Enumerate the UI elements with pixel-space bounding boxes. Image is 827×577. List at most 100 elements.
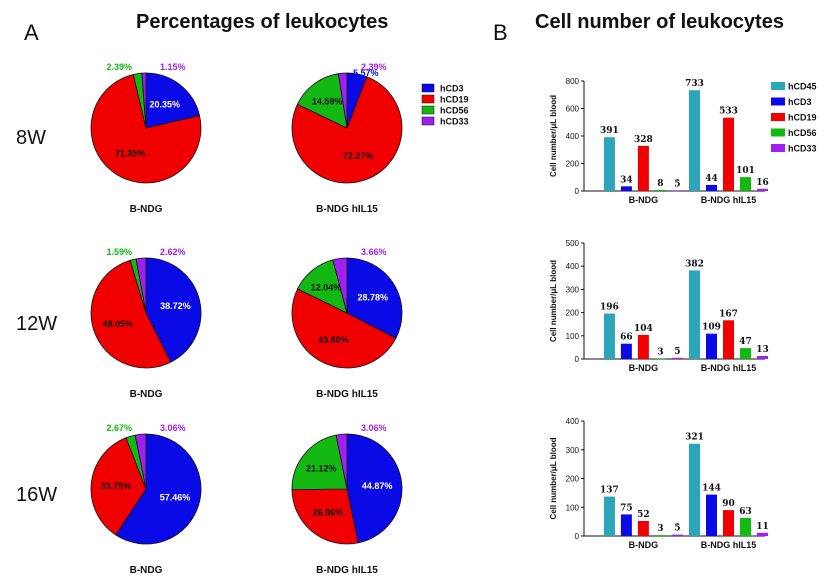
pie-label-hcd56: 12.04%: [311, 283, 342, 293]
bar-label-hcd33-b-ndg: 5: [674, 524, 680, 534]
bar-hcd33-b-ndg: [671, 190, 683, 192]
bar-label-hcd45-b-ndg-hil15: 321: [685, 433, 704, 443]
y-tick-label: 200: [566, 475, 580, 484]
pie-slice-hcd3: [115, 433, 202, 545]
row-label-16w: 16W: [16, 484, 57, 506]
row-label-8w: 8W: [16, 127, 46, 149]
legend-b-swatch-hcd19: [771, 113, 785, 121]
pie-slice-hcd3: [145, 72, 201, 129]
pie-label-hcd3: 28.78%: [358, 292, 389, 302]
legend-b: hCD45 hCD3 hCD19 hCD56 hCD33: [771, 82, 817, 154]
bar-hcd33-b-ndg-hil15: [757, 532, 768, 536]
bar-label-hcd56-b-ndg-hil15: 101: [736, 166, 755, 176]
bar-label-hcd45-b-ndg-hil15: 733: [685, 79, 704, 89]
pie-label-hcd19: 72.27%: [343, 151, 374, 161]
pie-label-hcd56: 1.59%: [106, 247, 132, 257]
pie-charts: 20.35% 71.35% 2.39% 1.15% B-NDG 5.57% 72.27% 14…: [90, 62, 403, 576]
pie-label-hcd33: 1.15%: [160, 62, 186, 72]
pie-label-hcd3: 20.35%: [150, 99, 181, 109]
bar-hcd3-b-ndg-hil15: [706, 333, 717, 359]
pie-label-hcd56: 2.67%: [106, 423, 132, 433]
pie-slice-hcd33: [335, 433, 348, 490]
pie-label-hcd3: 38.72%: [160, 301, 191, 311]
bar-hcd19-b-ndg-hil15: [723, 320, 734, 359]
bar-hcd56-b-ndg: [654, 358, 666, 360]
bar-label-hcd56-b-ndg-hil15: 63: [739, 507, 752, 517]
legend-b-swatch-hcd45: [771, 82, 785, 90]
y-axis-label: Cell number/μL blood: [549, 260, 558, 342]
y-tick-label: 0: [575, 187, 580, 196]
bar-hcd45-b-ndg-hil15: [689, 443, 700, 536]
bar-hcd45-b-ndg: [603, 496, 615, 536]
legend-b-label-hcd56: hCD56: [788, 128, 817, 138]
bar-hcd19-b-ndg-hil15: [723, 117, 734, 191]
bar-hcd33-b-ndg: [671, 357, 683, 359]
pie-slice-hcd3: [145, 257, 202, 363]
pie-label-hcd56: 14.59%: [312, 97, 343, 107]
pie-label-hcd19: 48.05%: [103, 319, 134, 329]
bar-hcd45-b-ndg: [603, 137, 615, 191]
bar-hcd19-b-ndg-hil15: [723, 510, 734, 536]
pie-slice-hcd3: [346, 257, 403, 339]
row-label-12w: 12W: [16, 313, 57, 335]
legend-label-hcd3: hCD3: [440, 84, 464, 94]
legend-label-hcd19: hCD19: [440, 95, 469, 105]
bar-hcd19-b-ndg: [637, 521, 649, 536]
legend-label-hcd56: hCD56: [440, 106, 469, 116]
bar-label-hcd56-b-ndg: 8: [657, 179, 663, 189]
bar-hcd45-b-ndg-hil15: [689, 90, 700, 191]
y-tick-label: 400: [566, 132, 580, 141]
bar-label-hcd45-b-ndg: 196: [600, 303, 619, 313]
bar-hcd19-b-ndg: [637, 334, 649, 359]
pie-slice-hcd33: [332, 257, 348, 314]
x-category-label: B-NDG hIL15: [701, 540, 757, 550]
legend-b-label-hcd45: hCD45: [788, 82, 817, 92]
bar-label-hcd3-b-ndg-hil15: 144: [702, 484, 721, 494]
pie-caption: B-NDG: [130, 204, 163, 215]
pie-8w-b-ndg: 20.35% 71.35% 2.39% 1.15% B-NDG: [90, 62, 202, 215]
pie-slice-hcd19: [90, 74, 202, 184]
bar-hcd33-b-ndg: [671, 534, 683, 536]
bar-hcd3-b-ndg: [620, 343, 632, 359]
pie-caption: B-NDG: [130, 565, 163, 576]
y-axis-label: Cell number/μL blood: [549, 437, 558, 519]
pie-label-hcd33: 3.06%: [160, 423, 186, 433]
pie-slice-hcd19: [90, 259, 172, 369]
bar-label-hcd45-b-ndg: 137: [600, 486, 619, 496]
bar-label-hcd3-b-ndg: 66: [620, 333, 633, 343]
y-tick-label: 400: [566, 262, 580, 271]
pie-label-hcd33: 2.62%: [160, 247, 186, 257]
title-cell-number: Cell number of leukocytes: [535, 11, 784, 33]
legend-b-label-hcd33: hCD33: [788, 144, 817, 154]
pie-slice-hcd19: [291, 488, 359, 545]
y-tick-label: 300: [566, 446, 580, 455]
legend-b-swatch-hcd3: [771, 97, 785, 106]
bar-hcd3-b-ndg: [620, 514, 632, 536]
bar-hcd3-b-ndg-hil15: [706, 184, 717, 191]
bar-label-hcd33-b-ndg-hil15: 11: [756, 522, 769, 532]
pie-label-hcd56: 21.12%: [306, 463, 337, 473]
legend-b-label-hcd3: hCD3: [788, 97, 812, 107]
bar-hcd45-b-ndg: [603, 313, 615, 359]
bar-label-hcd56-b-ndg: 3: [657, 524, 663, 534]
x-category-label: B-NDG: [629, 363, 659, 373]
pie-label-hcd19: 26.96%: [313, 508, 344, 518]
bar-hcd56-b-ndg-hil15: [740, 517, 751, 536]
bar-label-hcd3-b-ndg: 34: [620, 175, 633, 185]
pie-label-hcd56: 2.39%: [106, 62, 132, 72]
y-tick-label: 500: [566, 239, 580, 248]
bar-label-hcd45-b-ndg-hil15: 382: [685, 259, 704, 269]
bar-hcd56-b-ndg-hil15: [740, 348, 751, 359]
pie-16w-b-ndg-hil15: 44.87% 26.96% 21.12% 3.06% B-NDG hIL15: [291, 423, 403, 576]
bar-label-hcd56-b-ndg: 3: [657, 347, 663, 357]
pie-8w-b-ndg-hil15: 5.57% 72.27% 14.59% 2.39% B-NDG hIL15: [291, 62, 403, 215]
panel-letter-b: B: [493, 20, 508, 45]
x-category-label: B-NDG: [629, 195, 659, 205]
pie-slice-hcd33: [141, 72, 147, 129]
pie-slice-hcd19: [90, 437, 147, 536]
legend-b-swatch-hcd56: [771, 128, 785, 137]
bar-chart-8w: 0 200 400 600 800 Cell number/μL blood 391 34 32…: [549, 77, 769, 205]
legend-b-swatch-hcd33: [771, 144, 785, 152]
